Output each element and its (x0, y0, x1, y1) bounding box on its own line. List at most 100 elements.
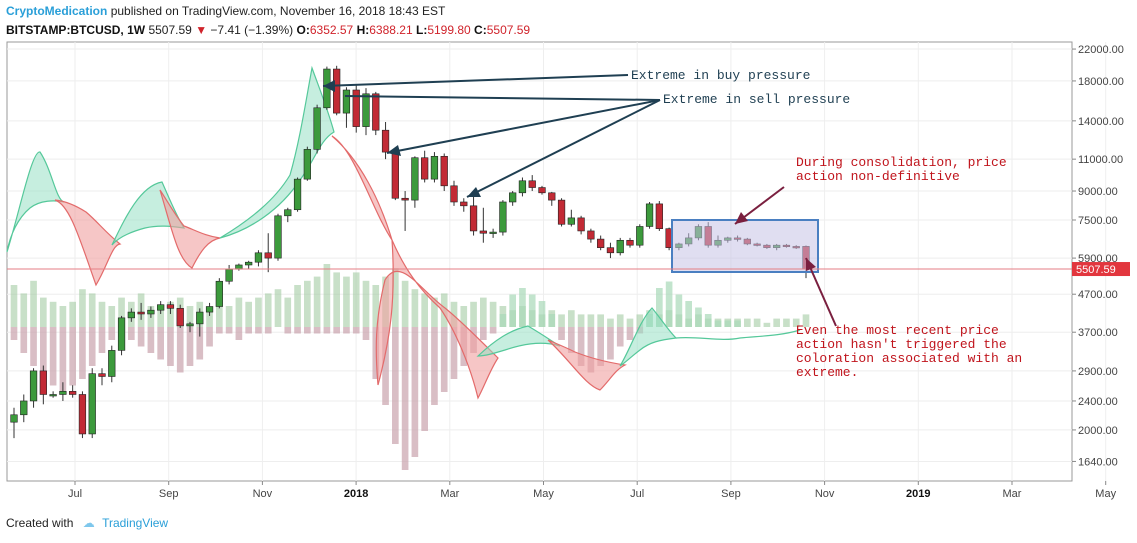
candle (313, 104, 321, 154)
candle-body (264, 252, 272, 259)
volume-bar (30, 280, 37, 327)
volume-bar (274, 289, 282, 327)
symbol-label[interactable]: BITSTAMP:BTCUSD, 1W (6, 23, 146, 37)
candle-body (49, 394, 57, 397)
price-chart[interactable]: 22000.00 18000.00 14000.00 11000.00 9000.00 7… (0, 40, 1137, 510)
candle-body (196, 311, 204, 325)
candle (440, 153, 448, 192)
time-tick-label: Sep (159, 488, 179, 500)
time-tick-label: May (1095, 488, 1116, 500)
current-price-label: 5507.59 (1076, 264, 1116, 276)
high-label: H: (356, 23, 370, 37)
candle-body (421, 157, 429, 180)
candle (401, 191, 409, 231)
volume-bar (597, 314, 604, 327)
histogram-bar (167, 327, 174, 366)
candle (69, 385, 77, 398)
candle (636, 224, 644, 248)
consolidation-box[interactable] (671, 219, 819, 273)
histogram-bar (489, 327, 497, 334)
histogram-bar (49, 327, 57, 386)
volume-bar (49, 301, 57, 327)
histogram-bar (235, 327, 243, 340)
candle-body (509, 192, 517, 203)
volume-bar (343, 276, 350, 327)
candle-body (381, 129, 390, 153)
price-tick-label: 1640.00 (1078, 456, 1118, 468)
volume-bar (792, 318, 800, 327)
histogram-bar (20, 327, 28, 353)
candle (29, 368, 38, 408)
candle-body (176, 308, 184, 327)
candle-body (636, 226, 644, 246)
histogram-bar (538, 301, 546, 327)
time-axis[interactable]: Jul Sep Nov 2018 Mar May Jul Sep Nov 2019 Mar May (68, 481, 1117, 500)
tradingview-link[interactable]: TradingView (102, 516, 169, 530)
candle (381, 121, 390, 160)
candle (49, 391, 57, 398)
candle (10, 407, 18, 439)
volume-bar (616, 314, 624, 327)
volume-bar (460, 306, 468, 327)
histogram-bar (294, 327, 301, 334)
annotation-recent-line-3: coloration associated with an (796, 351, 1022, 366)
annotation-recent-line-4: extreme. (796, 365, 858, 380)
candle-body (557, 199, 566, 225)
candle (538, 185, 546, 195)
candle (499, 200, 507, 236)
histogram-bar (626, 327, 634, 340)
volume-bar (450, 301, 458, 327)
time-tick-label: Nov (253, 488, 273, 500)
candle-body (616, 239, 624, 254)
volume-bar (626, 318, 634, 327)
annotation-sell-pressure: Extreme in sell pressure (663, 92, 850, 107)
histogram-bar (724, 320, 732, 327)
candle (411, 156, 419, 208)
candle-body (460, 201, 468, 207)
candle-body (225, 268, 233, 282)
candle-body (254, 252, 263, 263)
candle (205, 302, 214, 316)
histogram-bar (333, 327, 340, 334)
price-axis[interactable]: 22000.00 18000.00 14000.00 11000.00 9000.00 7… (1072, 44, 1124, 468)
candle (567, 209, 575, 227)
histogram-bar (421, 327, 428, 431)
price-tick-label: 22000.00 (1078, 44, 1124, 56)
volume-bar (783, 318, 790, 327)
candle (274, 213, 282, 261)
candle (147, 306, 155, 318)
footer: Created with ☁ TradingView (6, 516, 168, 530)
candle-body (186, 323, 194, 327)
volume-bar (470, 301, 477, 327)
candle (245, 260, 253, 270)
candle-body (69, 391, 77, 395)
flat-line-tail (675, 329, 801, 340)
publish-line: CryptoMedication published on TradingVie… (6, 2, 1126, 21)
volume-bar (98, 301, 106, 327)
price-tick-label: 18000.00 (1078, 76, 1124, 88)
candle-body (391, 151, 399, 199)
candle-body (284, 209, 292, 217)
volume-bar (607, 318, 614, 327)
histogram-bar (528, 294, 536, 327)
candle-body (157, 304, 165, 311)
candle-body (430, 155, 439, 180)
ohlc-line: BITSTAMP:BTCUSD, 1W 5507.59 ▼ −7.41 (−1.… (6, 21, 1126, 40)
histogram-bar (607, 327, 614, 360)
candle-body (39, 370, 47, 395)
candle (616, 237, 624, 256)
histogram-bar (206, 327, 213, 347)
arrow-sell-1 (344, 95, 661, 101)
time-tick-label: 2018 (344, 488, 368, 500)
author-link[interactable]: CryptoMedication (6, 4, 108, 18)
candle (254, 250, 263, 267)
histogram-bar (440, 327, 448, 392)
candle-body (313, 107, 321, 150)
volume-bar (79, 289, 86, 327)
histogram-bar (264, 327, 272, 334)
candle-body (518, 180, 527, 194)
volume-bar (304, 280, 311, 327)
histogram-bar (323, 327, 331, 334)
candle-body (499, 201, 507, 233)
candle-body (98, 373, 106, 377)
